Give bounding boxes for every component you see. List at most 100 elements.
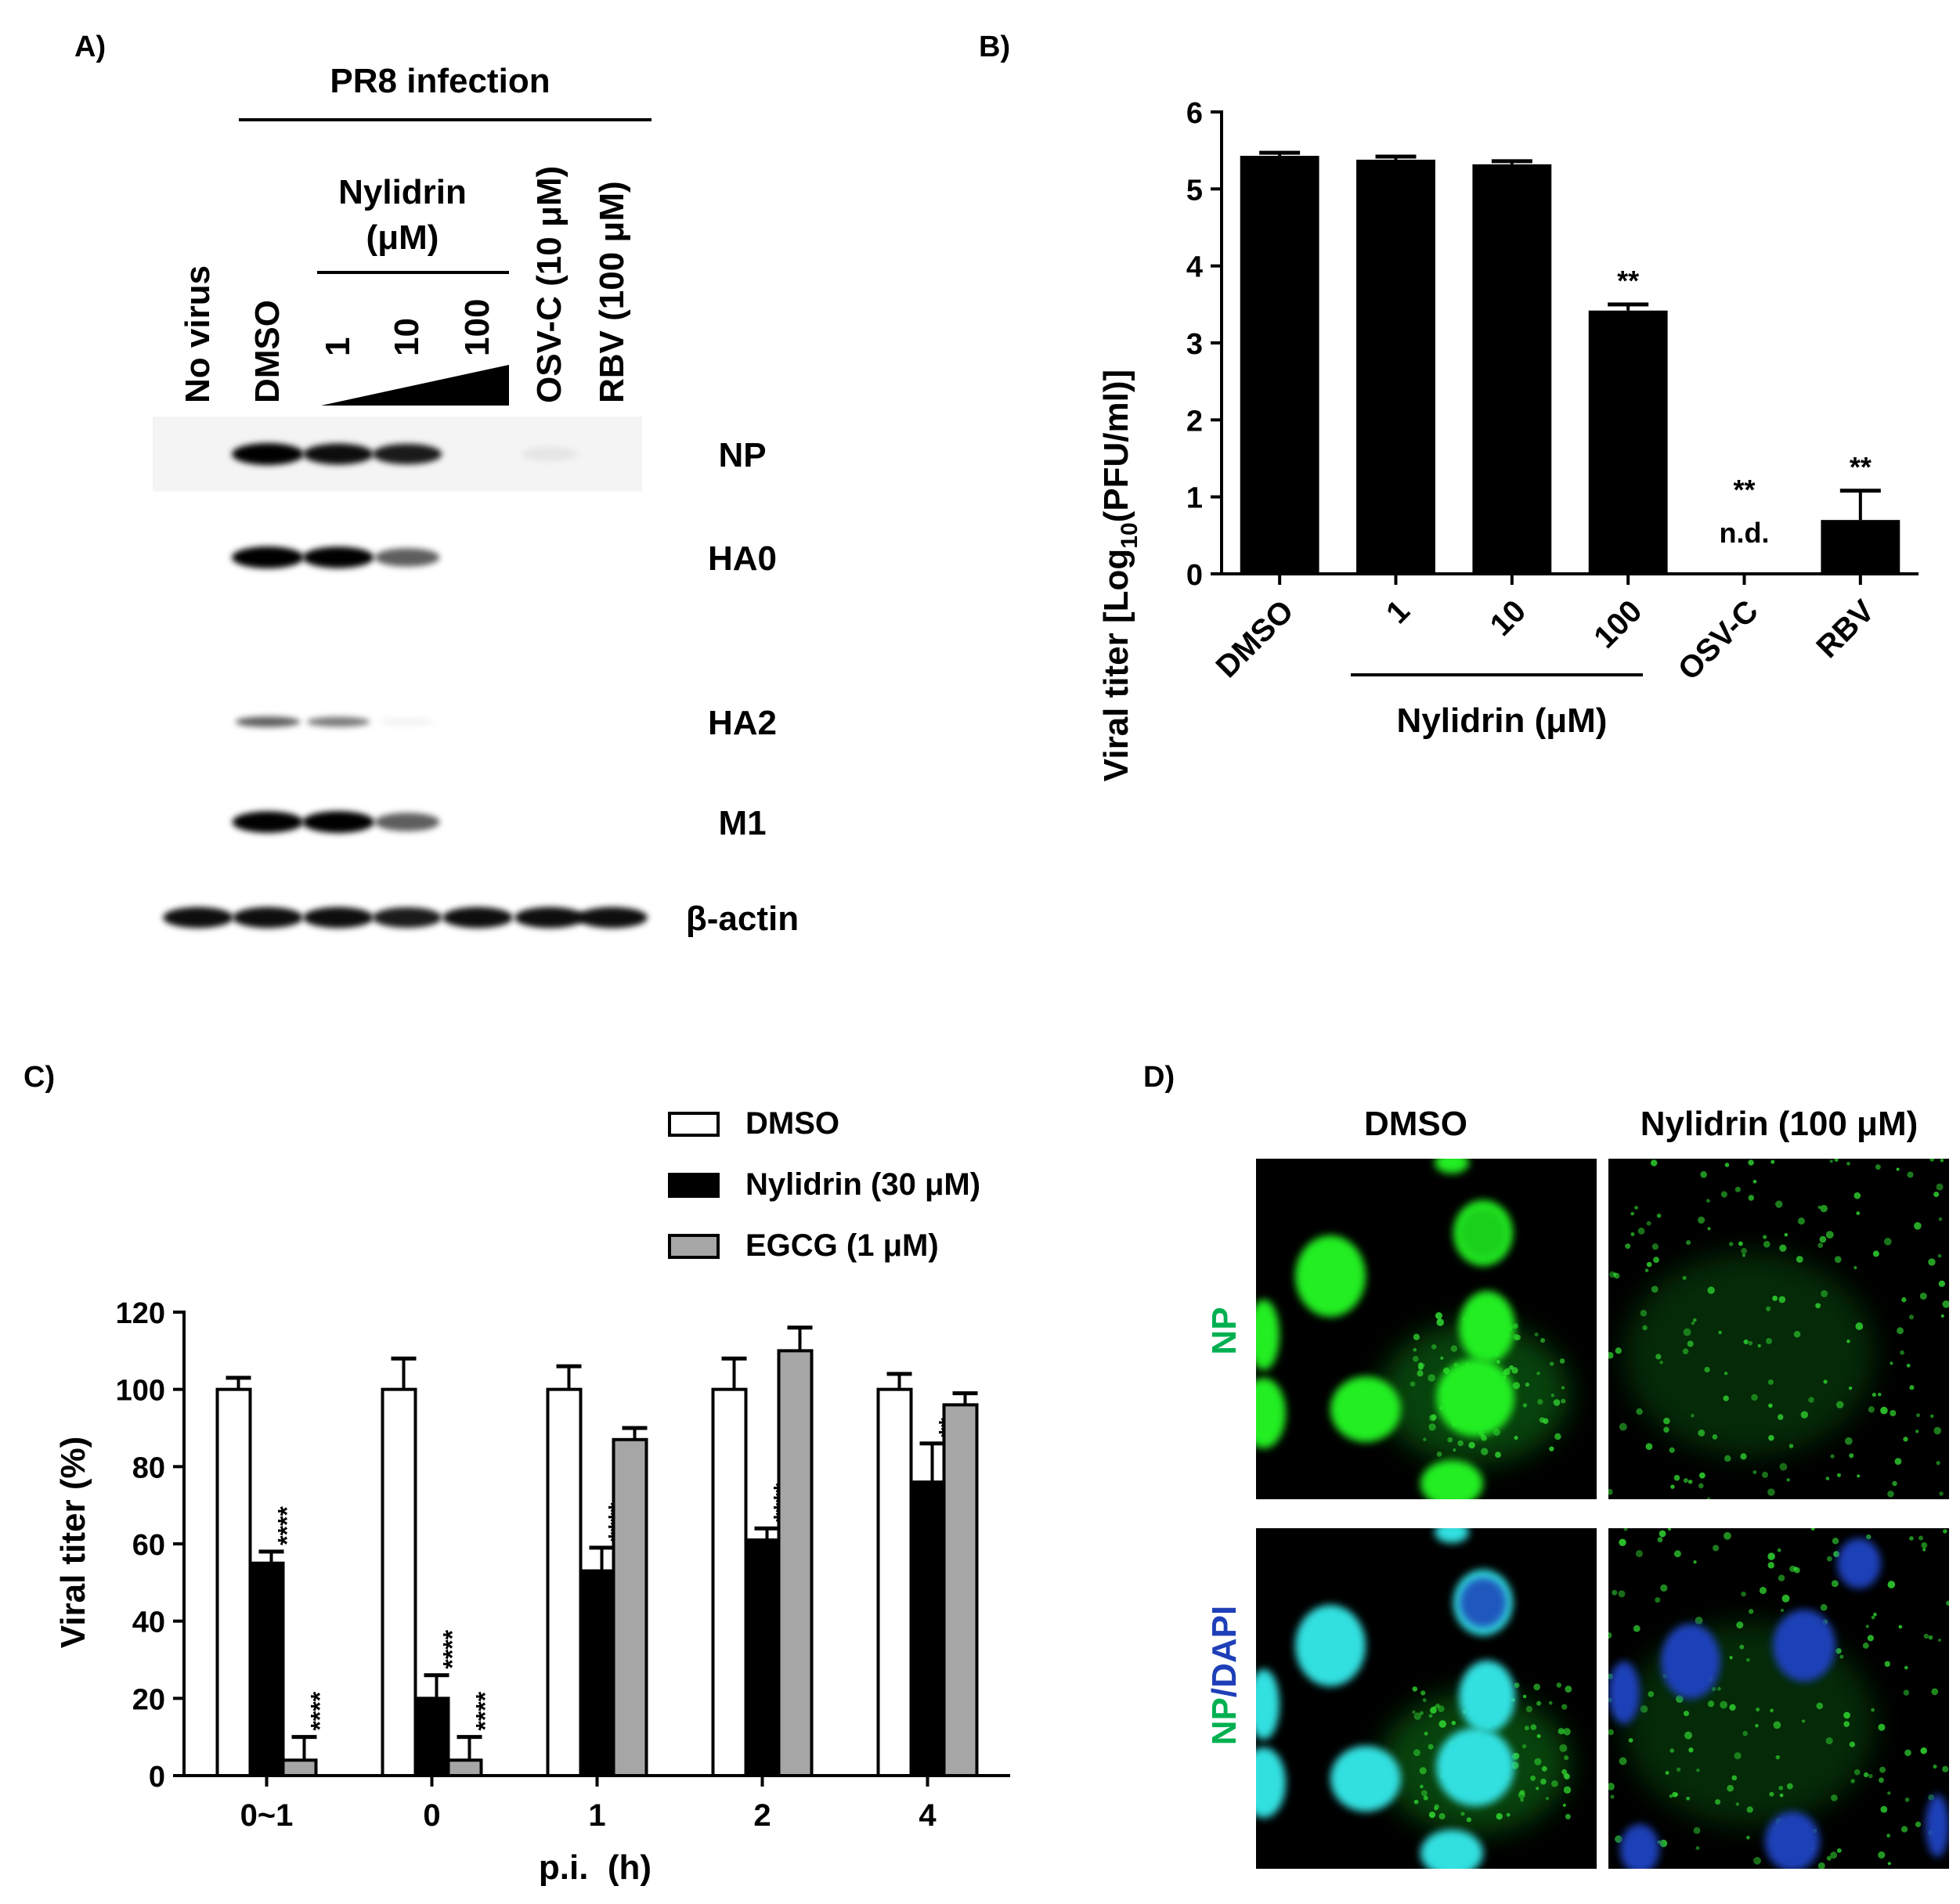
np-puncta	[1707, 1497, 1711, 1499]
blot-band	[163, 907, 233, 929]
np-puncta	[1435, 1703, 1440, 1708]
np-puncta	[1514, 1682, 1520, 1688]
np-puncta	[1673, 1474, 1680, 1481]
np-puncta	[1537, 1398, 1543, 1405]
np-puncta	[1831, 1794, 1838, 1801]
np-puncta	[1720, 1700, 1727, 1709]
bar	[909, 1480, 946, 1777]
np-puncta	[1943, 1529, 1947, 1534]
np-puncta	[1656, 1213, 1662, 1218]
np-puncta	[1542, 1418, 1549, 1424]
np-puncta	[1921, 1542, 1928, 1549]
nucleus	[1765, 1812, 1820, 1869]
np-puncta	[1834, 1256, 1842, 1264]
lane-label: 1	[319, 337, 357, 356]
np-puncta	[1660, 1584, 1668, 1592]
np-puncta	[1761, 1471, 1768, 1478]
np-puncta	[1940, 1159, 1944, 1163]
bar	[1472, 164, 1552, 574]
np-puncta	[1563, 1728, 1571, 1736]
row-label-np-dapi: NP/DAPI	[1205, 1606, 1243, 1745]
bar	[579, 1569, 615, 1777]
blot-band	[302, 546, 374, 568]
np-puncta	[1763, 1240, 1770, 1248]
nucleus	[1295, 1605, 1366, 1686]
np-puncta	[1868, 1773, 1873, 1779]
np-puncta	[1729, 1704, 1736, 1711]
row-label-np-part: NP	[1205, 1697, 1243, 1745]
np-puncta	[1640, 1705, 1648, 1713]
np-puncta	[1707, 1227, 1711, 1231]
blot-band	[372, 443, 442, 465]
np-puncta	[1525, 1382, 1530, 1387]
np-puncta	[1673, 1550, 1681, 1558]
np-puncta	[1765, 1306, 1771, 1311]
np-puncta	[1735, 1802, 1739, 1806]
lane-label: 100	[458, 299, 496, 356]
np-puncta	[1711, 1686, 1716, 1692]
np-puncta	[1520, 1798, 1524, 1802]
np-puncta	[1772, 1295, 1778, 1301]
np-puncta	[1623, 1528, 1628, 1531]
np-puncta	[1880, 1406, 1888, 1415]
np-puncta	[1808, 1397, 1814, 1403]
lane-label: RBV (100 μM)	[593, 181, 631, 403]
np-puncta	[1759, 1586, 1767, 1595]
bar	[413, 1697, 450, 1777]
np-puncta	[1509, 1365, 1514, 1370]
np-puncta	[1698, 1429, 1706, 1437]
np-puncta	[1875, 1164, 1881, 1170]
np-puncta	[1428, 1714, 1433, 1718]
panel-a-western-blot: A) PR8 infection Nylidrin (μM) No virus D…	[74, 31, 799, 938]
nylidrin-group-label: Nylidrin	[338, 173, 467, 211]
np-puncta	[1667, 1528, 1671, 1531]
np-puncta	[1938, 1217, 1943, 1221]
x-tick-label: 0	[423, 1798, 440, 1833]
np-puncta	[1900, 1826, 1908, 1833]
np-puncta	[1633, 1625, 1641, 1632]
np-puncta	[1522, 1403, 1528, 1408]
np-puncta	[1615, 1347, 1622, 1354]
blot-row-m1: M1	[232, 804, 767, 842]
np-puncta	[1743, 1339, 1749, 1345]
bar	[248, 1561, 285, 1777]
np-puncta	[1887, 1791, 1891, 1795]
np-puncta	[1892, 1480, 1897, 1487]
np-puncta	[1651, 1243, 1659, 1250]
np-puncta	[1724, 1531, 1731, 1540]
np-puncta	[1428, 1811, 1436, 1819]
np-puncta	[1683, 1328, 1691, 1336]
np-puncta	[1417, 1370, 1424, 1377]
np-puncta	[1907, 1171, 1914, 1178]
np-puncta	[1767, 1488, 1775, 1496]
np-puncta	[1669, 1794, 1673, 1798]
np-puncta	[1748, 1340, 1753, 1346]
np-puncta	[1434, 1806, 1438, 1811]
y-tick-label: 6	[1186, 97, 1203, 130]
legend-label: Nylidrin (30 μM)	[745, 1167, 980, 1202]
np-puncta	[1563, 1786, 1572, 1794]
np-puncta	[1742, 1730, 1748, 1736]
np-puncta	[1428, 1744, 1434, 1750]
panel-c-label: C)	[23, 1061, 55, 1094]
np-puncta	[1848, 1386, 1853, 1390]
np-puncta	[1706, 1199, 1710, 1203]
np-puncta	[1937, 1253, 1942, 1258]
np-puncta	[1908, 1314, 1915, 1320]
band-label-ha2: HA2	[708, 704, 777, 742]
np-puncta	[1524, 1726, 1529, 1731]
np-puncta	[1693, 1826, 1701, 1834]
np-puncta	[1936, 1183, 1944, 1191]
np-puncta	[1854, 1266, 1857, 1270]
np-puncta	[1428, 1374, 1436, 1382]
nucleus	[1837, 1538, 1881, 1588]
np-puncta	[1928, 1258, 1936, 1266]
blot-band	[374, 548, 440, 567]
np-puncta	[1413, 1347, 1417, 1352]
nucleus	[1459, 1291, 1515, 1363]
np-puncta	[1778, 1574, 1785, 1581]
np-puncta	[1691, 1413, 1695, 1418]
np-puncta	[1872, 1392, 1876, 1397]
blot-band	[232, 811, 304, 833]
